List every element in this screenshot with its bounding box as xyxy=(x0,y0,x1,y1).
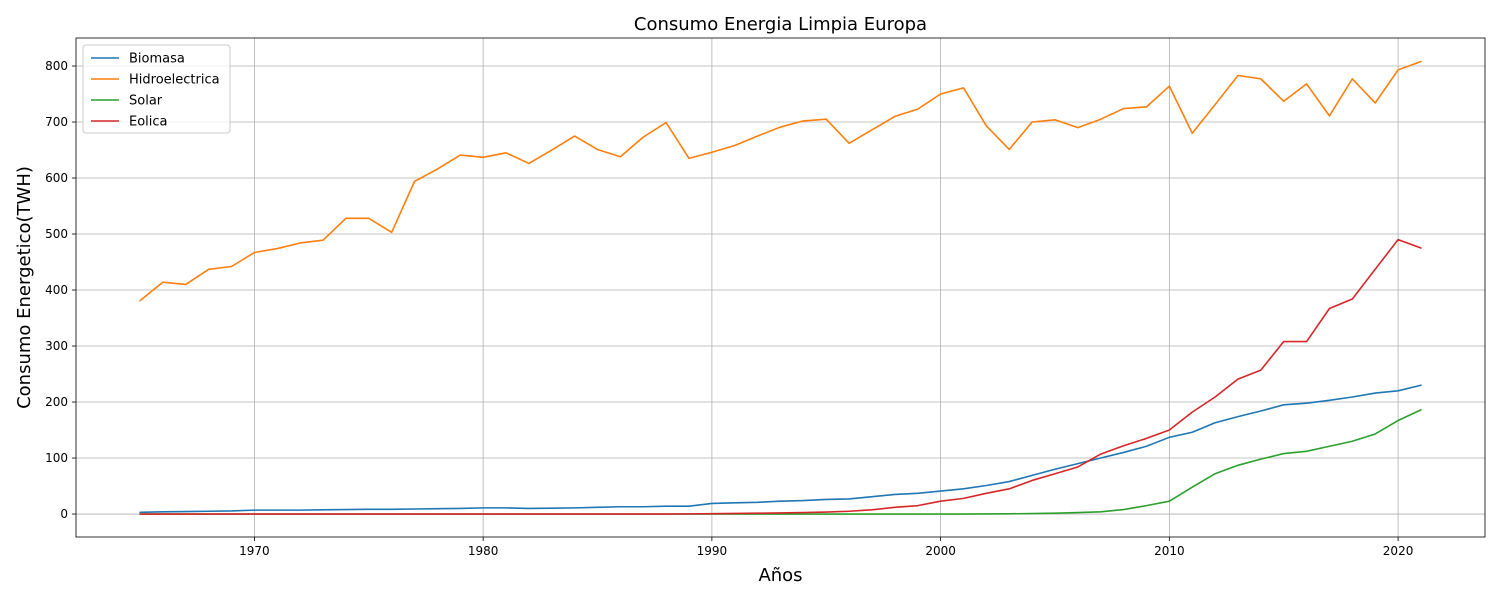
legend-label-biomasa: Biomasa xyxy=(129,52,185,67)
series-lines xyxy=(139,60,1422,515)
x-tick-label: 1970 xyxy=(239,544,270,558)
x-tick-label: 1990 xyxy=(697,544,728,558)
y-tick-label: 400 xyxy=(45,283,68,297)
x-tick-label: 2020 xyxy=(1383,544,1414,558)
axis-ticks: 1970 1980 1990 2000 2010 2020 0 100 200 300 400 500… xyxy=(45,59,1413,558)
chart-title: Consumo Energia Limpia Europa xyxy=(634,14,927,35)
series-line-biomasa xyxy=(139,384,1422,514)
x-tick-label: 2010 xyxy=(1154,544,1185,558)
y-tick-label: 200 xyxy=(45,395,68,409)
legend-box xyxy=(82,44,231,134)
x-axis-title: Años xyxy=(758,565,802,586)
grid xyxy=(76,38,1485,537)
legend-label-solar: Solar xyxy=(129,94,163,109)
y-tick-label: 100 xyxy=(45,451,68,465)
y-axis-title: Consumo Energetico(TWH) xyxy=(14,166,35,409)
y-tick-label: 700 xyxy=(45,115,68,129)
y-tick-label: 300 xyxy=(45,339,68,353)
plot-frame xyxy=(75,37,1486,538)
x-tick-label: 1980 xyxy=(468,544,499,558)
y-tick-label: 600 xyxy=(45,171,68,185)
y-tick-label: 0 xyxy=(60,507,68,521)
series-line-eolica xyxy=(139,238,1422,515)
series-line-hidroelectrica xyxy=(139,60,1422,302)
legend-label-eolica: Eolica xyxy=(129,115,168,130)
y-tick-label: 800 xyxy=(45,59,68,73)
legend-label-hidroelectrica: Hidroelectrica xyxy=(129,73,220,88)
x-tick-label: 2000 xyxy=(925,544,956,558)
legend: Biomasa Hidroelectrica Solar Eolica xyxy=(82,44,231,134)
y-tick-label: 500 xyxy=(45,227,68,241)
